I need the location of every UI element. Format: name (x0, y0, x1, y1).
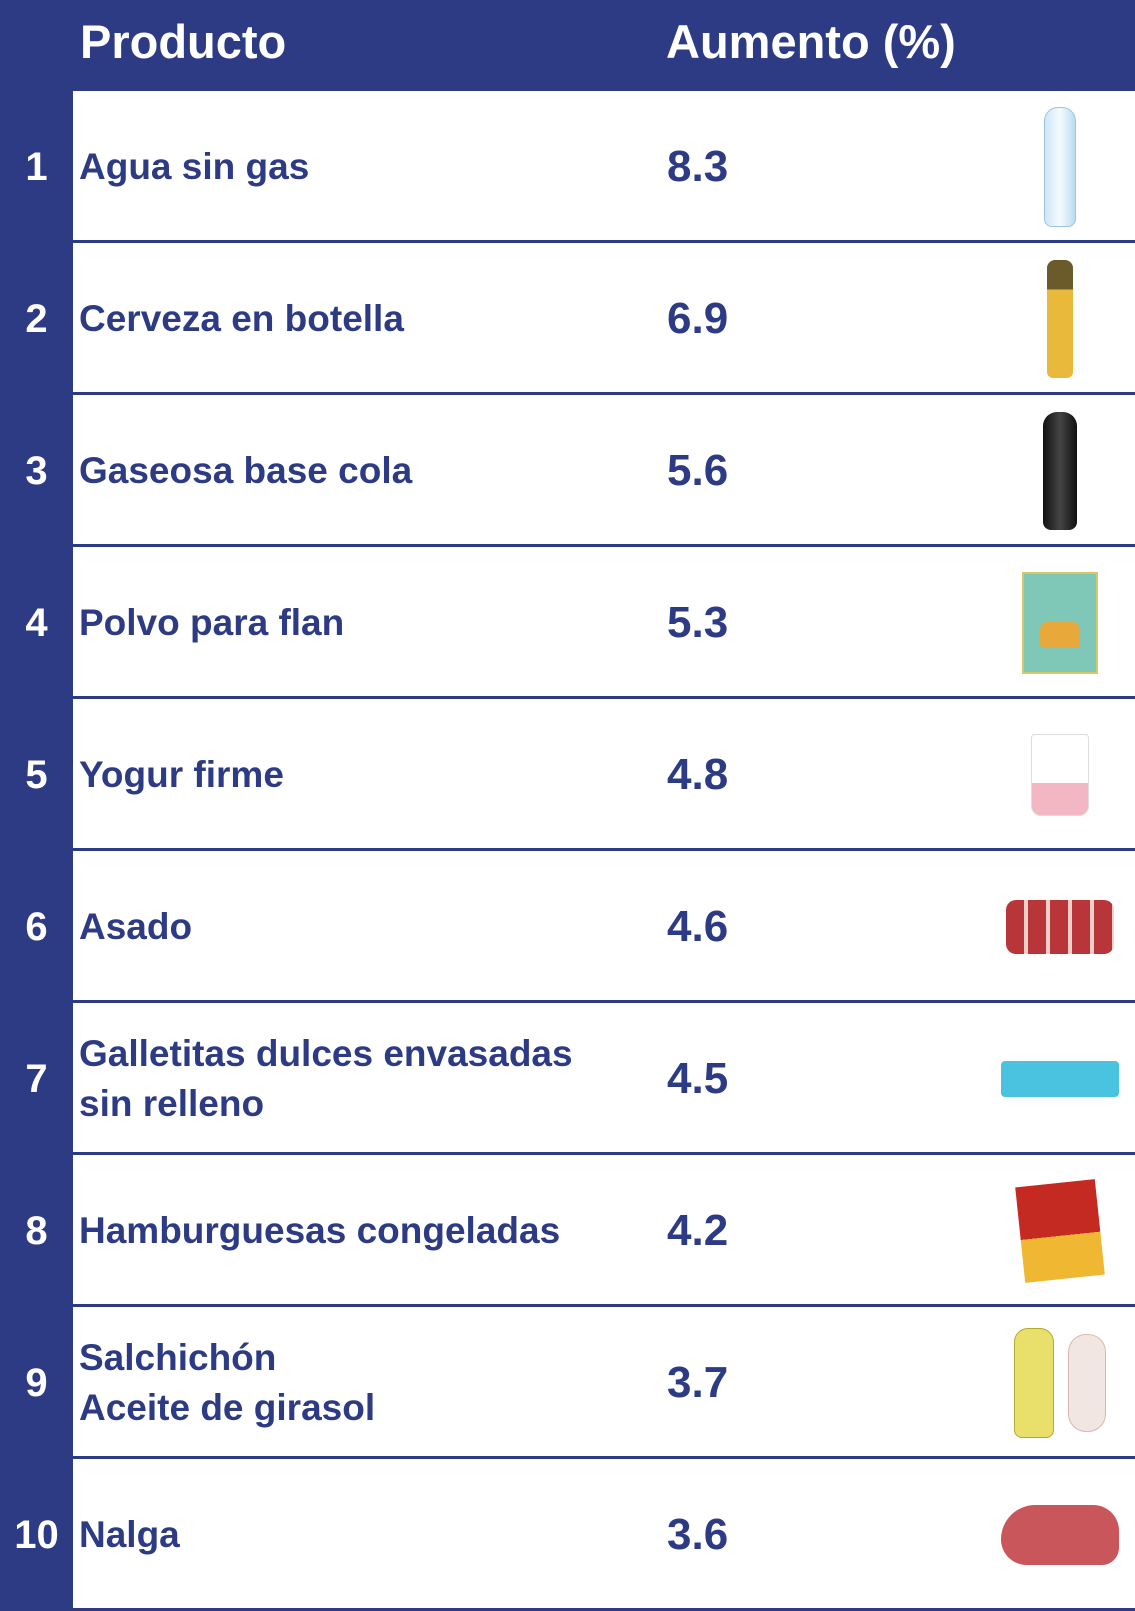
row-divider (73, 392, 1135, 395)
rank-number: 1 (25, 144, 48, 189)
row-divider (73, 1152, 1135, 1155)
ribs-meat-icon (995, 865, 1125, 989)
row-divider (73, 696, 1135, 699)
table-header (0, 0, 1135, 91)
rank-column (0, 0, 73, 1611)
burger-box-icon (995, 1169, 1125, 1293)
rank-number: 2 (25, 296, 48, 341)
water-bottle-icon (995, 105, 1125, 229)
increase-value: 4.8 (667, 750, 729, 799)
header-increase: Aumento (%) (666, 15, 956, 68)
row-divider (73, 1000, 1135, 1003)
row-divider (73, 1304, 1135, 1307)
product-name: Nalga (79, 1514, 180, 1555)
header-product: Producto (80, 15, 287, 68)
product-name: Galletitas dulces envasadas sin relleno (79, 1033, 573, 1124)
increase-value: 4.6 (667, 902, 729, 951)
rank-number: 6 (25, 904, 48, 949)
cookies-package-icon (995, 1017, 1125, 1141)
beer-bottle-icon (995, 257, 1125, 381)
increase-value: 6.9 (667, 294, 729, 343)
increase-value: 5.3 (667, 598, 729, 647)
product-name: Hamburguesas congeladas (79, 1210, 561, 1251)
beef-cut-icon (995, 1473, 1125, 1597)
rank-number: 5 (25, 752, 48, 797)
increase-value: 8.3 (667, 142, 729, 191)
table-row: 1 Agua sin gas 8.3 (0, 91, 1135, 243)
flan-package-icon (995, 561, 1125, 685)
cola-bottle-icon (995, 409, 1125, 533)
row-divider (73, 544, 1135, 547)
row-divider (73, 1608, 1135, 1611)
yogurt-cup-icon (995, 713, 1125, 837)
increase-value: 3.6 (667, 1510, 729, 1559)
product-name: Agua sin gas (79, 146, 310, 187)
table-row: 2 Cerveza en botella 6.9 (0, 243, 1135, 395)
increase-value: 3.7 (667, 1358, 729, 1407)
increase-value: 4.5 (667, 1054, 729, 1103)
product-name: Cerveza en botella (79, 298, 404, 339)
table-row: 9 Salchichón Aceite de girasol 3.7 (0, 1307, 1135, 1459)
row-divider (73, 1456, 1135, 1459)
rank-number: 9 (25, 1360, 48, 1405)
row-divider (73, 240, 1135, 243)
table-row: 8 Hamburguesas congeladas 4.2 (0, 1155, 1135, 1307)
table-row: 7 Galletitas dulces envasadas sin relleno… (0, 1003, 1135, 1155)
product-name: Yogur firme (79, 754, 284, 795)
rank-number: 3 (25, 448, 48, 493)
increase-value: 4.2 (667, 1206, 729, 1255)
product-name: Salchichón Aceite de girasol (79, 1337, 376, 1428)
product-name: Asado (79, 906, 193, 947)
product-name: Polvo para flan (79, 602, 345, 643)
table-row: 4 Polvo para flan 5.3 (0, 547, 1135, 699)
table-row: 5 Yogur firme 4.8 (0, 699, 1135, 851)
table-row: 10 Nalga 3.6 (0, 1459, 1135, 1611)
table-row: 3 Gaseosa base cola 5.6 (0, 395, 1135, 547)
rank-number: 10 (14, 1512, 59, 1557)
rank-number: 8 (25, 1208, 48, 1253)
table-row: 6 Asado 4.6 (0, 851, 1135, 1003)
product-name: Gaseosa base cola (79, 450, 413, 491)
oil-and-sausage-icon (995, 1321, 1125, 1445)
row-divider (73, 848, 1135, 851)
increase-value: 5.6 (667, 446, 729, 495)
rank-number: 7 (25, 1056, 48, 1101)
rank-number: 4 (25, 600, 48, 645)
